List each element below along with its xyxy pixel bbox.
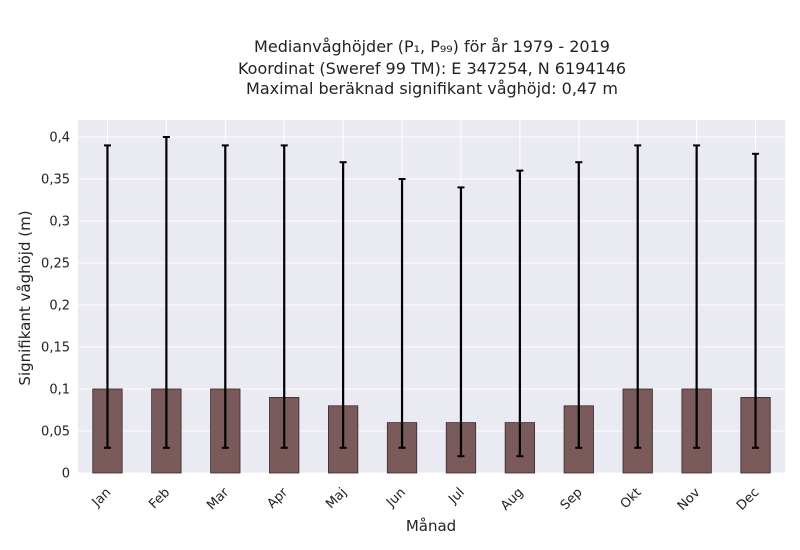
x-tick-label: Jun [383,485,409,511]
y-tick-label: 0,4 [49,131,70,146]
y-tick-label: 0,35 [41,173,70,188]
x-tick-labels: Jan Feb Mar Apr Maj Jun Jul Aug Sep Okt Nov Dec [89,485,763,514]
chart-title-line-1: Medianvåghöjder (P₁, P₉₉) för år 1979 - … [254,37,610,56]
x-tick-label: Apr [265,485,292,512]
y-tick-label: 0,1 [49,383,70,398]
y-axis-label: Signifikant våghöjd (m) [16,210,34,385]
y-tick-labels: 0 0,05 0,1 0,15 0,2 0,25 0,3 0,35 0,4 [41,131,70,482]
x-tick-label: Mar [204,485,232,513]
x-tick-label: Dec [734,485,762,513]
y-tick-label: 0,05 [41,425,70,440]
y-tick-label: 0,15 [41,341,70,356]
x-axis-label: Månad [406,517,456,535]
x-tick-label: Aug [498,485,527,514]
x-tick-label: Feb [146,485,173,512]
x-tick-label: Maj [323,485,350,512]
chart-title-line-3: Maximal beräknad signifikant våghöjd: 0,… [246,79,618,98]
error-bars [103,136,760,458]
plot-area [78,120,785,473]
x-tick-label: Okt [618,485,645,512]
x-tick-label: Sep [558,485,586,513]
y-tick-label: 0 [62,467,70,482]
y-tick-label: 0,3 [49,215,70,230]
x-tick-label: Jul [445,485,467,507]
y-tick-label: 0,2 [49,299,70,314]
chart-title-line-2: Koordinat (Sweref 99 TM): E 347254, N 61… [238,59,626,78]
y-tick-label: 0,25 [41,257,70,272]
x-tick-label: Jan [89,485,114,510]
x-tick-label: Nov [675,485,704,514]
